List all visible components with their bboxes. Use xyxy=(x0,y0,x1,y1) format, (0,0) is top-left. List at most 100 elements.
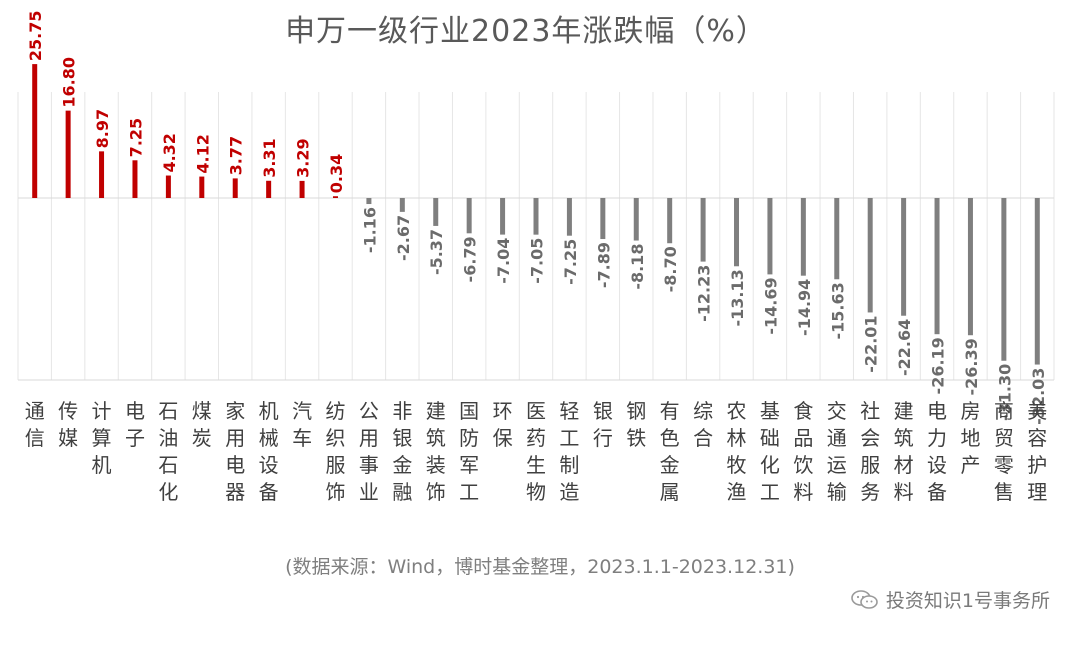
bar-value-label: 16.80 xyxy=(60,57,79,108)
bar xyxy=(734,198,740,267)
chart-title: 申万一级行业2023年涨跌幅（%） xyxy=(285,14,767,49)
bar xyxy=(834,198,840,280)
category-label: 国防军工 xyxy=(459,399,479,504)
bar xyxy=(299,180,305,198)
bar xyxy=(934,198,940,335)
bar xyxy=(399,198,405,212)
bar xyxy=(867,198,873,313)
bar xyxy=(633,198,639,241)
category-label: 建筑材料 xyxy=(894,399,914,504)
bar-value-label: -26.19 xyxy=(929,337,948,394)
bar-value-label: 3.31 xyxy=(260,138,279,177)
bar-value-label: -12.23 xyxy=(695,265,714,322)
bar xyxy=(466,198,472,234)
category-label: 电子 xyxy=(125,399,145,450)
category-label: 农林牧渔 xyxy=(727,399,747,504)
bar xyxy=(332,196,338,198)
bar-value-label: 7.25 xyxy=(126,118,145,157)
bar-value-label: -26.39 xyxy=(962,338,981,395)
category-label: 医药生物 xyxy=(526,399,546,504)
bar xyxy=(667,198,673,244)
bar xyxy=(165,175,171,198)
bar xyxy=(533,198,539,235)
bar-value-label: -22.01 xyxy=(862,315,881,372)
bar-value-label: -31.30 xyxy=(995,364,1014,421)
bar xyxy=(500,198,506,235)
bar xyxy=(1034,198,1040,365)
bar-value-label: 8.97 xyxy=(93,109,112,148)
category-label: 交通运输 xyxy=(827,399,847,504)
bar xyxy=(199,176,205,198)
bar xyxy=(566,198,572,236)
bar-value-label: -15.63 xyxy=(828,282,847,339)
bar xyxy=(132,160,138,198)
bar xyxy=(99,151,105,198)
category-label: 非银金融 xyxy=(392,399,412,504)
bar xyxy=(366,198,372,205)
bar-value-label: -8.18 xyxy=(628,244,647,290)
category-label: 综合 xyxy=(693,399,713,450)
bar-value-label: -14.94 xyxy=(795,279,814,336)
bar-value-label: -7.89 xyxy=(594,242,613,288)
bar-value-label: 0.34 xyxy=(327,154,346,193)
category-label: 食品饮料 xyxy=(793,399,813,504)
bar-value-label: -6.79 xyxy=(461,236,480,282)
category-label: 石油石化 xyxy=(158,399,178,504)
bar-value-label: -32.03 xyxy=(1029,368,1048,425)
bar xyxy=(433,198,439,226)
category-label: 通信 xyxy=(25,399,45,450)
bar-value-label: -14.69 xyxy=(761,277,780,334)
watermark-text: 投资知识1号事务所 xyxy=(885,590,1050,612)
category-label: 电力设备 xyxy=(927,399,947,504)
bar-value-label: -13.13 xyxy=(728,269,747,326)
bar xyxy=(266,180,272,198)
bar-value-label: 3.29 xyxy=(294,138,313,177)
category-separators xyxy=(17,92,1055,380)
category-label: 煤炭 xyxy=(192,399,212,450)
category-labels-group: 通信传媒计算机电子石油石化煤炭家用电器机械设备汽车纺织服饰公用事业非银金融建筑装… xyxy=(25,399,1048,504)
bar-value-label: -22.64 xyxy=(895,319,914,376)
category-label: 纺织服饰 xyxy=(325,399,345,504)
category-label: 社会服务 xyxy=(860,399,880,504)
bar-value-label: 4.32 xyxy=(160,133,179,172)
bar-value-label: -7.04 xyxy=(494,238,513,284)
bar-value-label: 3.77 xyxy=(227,136,246,175)
category-label: 机械设备 xyxy=(259,399,279,504)
category-label: 钢铁 xyxy=(626,399,646,450)
category-label: 汽车 xyxy=(292,399,312,450)
bar-value-label: -7.05 xyxy=(528,238,547,284)
bar xyxy=(65,110,71,198)
bar-value-label: -8.70 xyxy=(661,246,680,292)
bar xyxy=(32,64,38,198)
bar xyxy=(600,198,606,240)
bar xyxy=(1001,198,1007,361)
category-label: 轻工制造 xyxy=(559,399,579,504)
bar-value-label: 4.12 xyxy=(193,134,212,173)
bar-value-label: 25.75 xyxy=(26,10,45,61)
category-label: 计算机 xyxy=(92,399,112,477)
bar-value-label: -2.67 xyxy=(394,215,413,261)
bar xyxy=(967,198,973,336)
category-label: 公用事业 xyxy=(359,399,379,504)
category-label: 房地产 xyxy=(960,399,980,477)
bar xyxy=(901,198,907,316)
value-labels-group: 25.75 16.80 8.97 7.25 4.32 4.12 3.77 3.31 3.29 0.… xyxy=(26,10,1048,424)
bar-value-label: -7.25 xyxy=(561,239,580,285)
category-label: 家用电器 xyxy=(225,399,245,504)
category-label: 商贸零售 xyxy=(994,399,1014,504)
wechat-icon xyxy=(851,589,878,609)
bars-group xyxy=(32,64,1040,365)
bar-value-label: -5.37 xyxy=(427,229,446,275)
category-label: 美容护理 xyxy=(1027,399,1047,504)
category-label: 环保 xyxy=(493,399,513,450)
source-note: (数据来源：Wind，博时基金整理，2023.1.1-2023.12.31) xyxy=(285,556,795,578)
bar xyxy=(232,178,238,198)
category-label: 建筑装饰 xyxy=(426,399,446,504)
category-label: 基础化工 xyxy=(760,399,780,504)
bar-value-label: -1.16 xyxy=(360,207,379,253)
bar xyxy=(767,198,773,275)
bar xyxy=(700,198,706,262)
bar xyxy=(800,198,806,276)
category-label: 银行 xyxy=(593,399,613,450)
